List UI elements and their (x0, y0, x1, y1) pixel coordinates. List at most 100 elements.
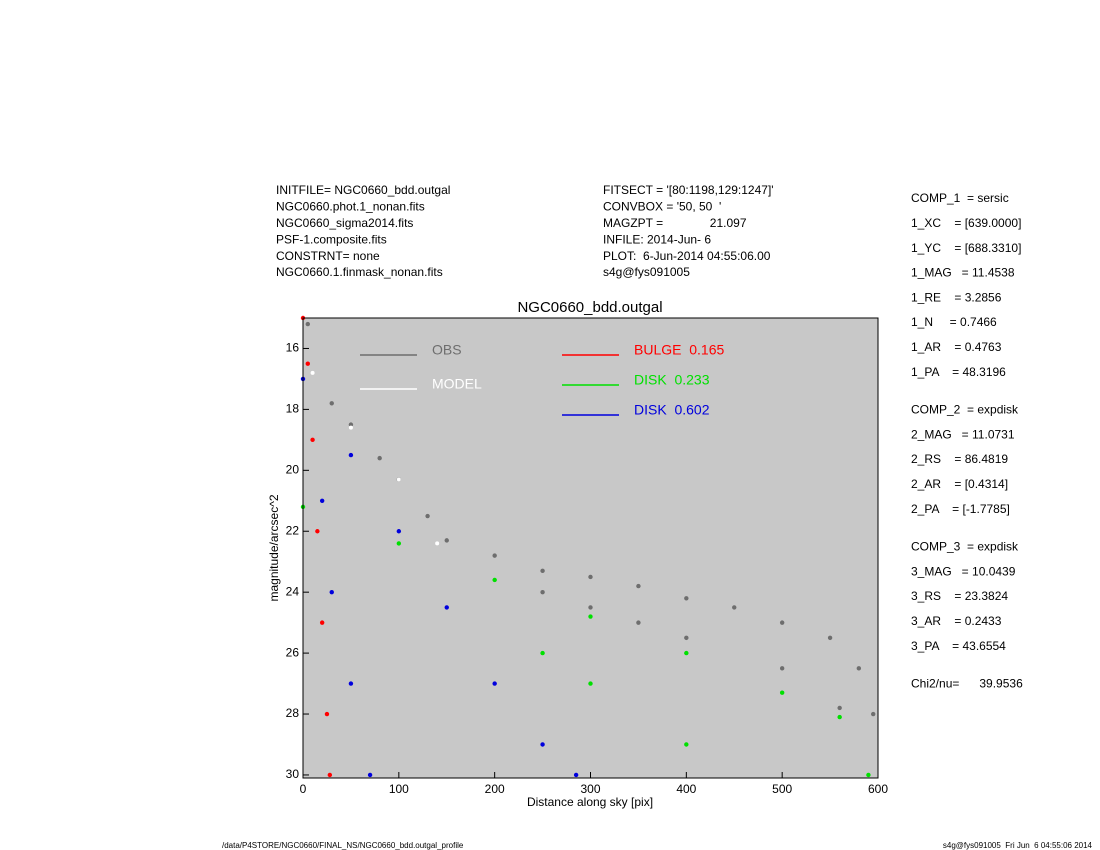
data-point (315, 529, 320, 534)
fit-parameter: 1_PA = 48.3196 (911, 365, 1006, 379)
legend-label: DISK 0.233 (634, 372, 710, 388)
fit-parameter: 3_AR = 0.2433 (911, 614, 1002, 628)
data-point (327, 772, 333, 778)
data-point (492, 553, 497, 558)
data-point (348, 425, 353, 430)
header-line: s4g@fys091005 (603, 265, 690, 279)
y-tick-label: 22 (286, 523, 300, 537)
fit-parameter: 1_MAG = 11.4538 (911, 266, 1015, 280)
data-point (444, 538, 449, 543)
header-line: NGC0660_sigma2014.fits (276, 216, 413, 230)
data-point (444, 605, 449, 610)
data-point (540, 589, 545, 595)
data-point (588, 614, 593, 619)
fit-parameter: 1_RE = 3.2856 (911, 290, 1002, 304)
header-line: CONVBOX = '50, 50 ' (603, 200, 721, 214)
x-tick-label: 400 (676, 782, 696, 796)
data-point (540, 568, 545, 574)
data-point (305, 321, 310, 327)
y-tick-label: 30 (286, 767, 300, 781)
x-tick-label: 0 (300, 782, 307, 796)
x-tick-label: 500 (772, 782, 792, 796)
data-point (348, 452, 354, 458)
data-point (425, 513, 430, 519)
fit-parameter: 1_YC = [688.3310] (911, 241, 1021, 255)
fit-parameter: 1_AR = 0.4763 (911, 340, 1002, 354)
data-point (779, 620, 785, 625)
fit-parameter: COMP_1 = sersic (911, 191, 1009, 205)
footer-path: /data/P4STORE/NGC0660/FINAL_NS/NGC0660_b… (222, 841, 464, 850)
data-point (348, 681, 354, 686)
data-point (837, 705, 842, 711)
header-line: PLOT: 6-Jun-2014 04:55:06.00 (603, 249, 771, 263)
data-point (636, 620, 641, 625)
fit-parameter: 3_MAG = 10.0439 (911, 564, 1016, 578)
data-point (871, 711, 876, 717)
data-point (540, 650, 545, 656)
data-point (588, 605, 593, 610)
fit-parameter: 2_RS = 86.4819 (911, 452, 1008, 466)
data-point (684, 596, 689, 601)
header-line: MAGZPT = 21.097 (603, 216, 747, 230)
data-point (684, 742, 689, 747)
data-point (329, 401, 334, 406)
data-point (324, 711, 330, 717)
x-axis-label: Distance along sky [pix] (527, 795, 653, 809)
data-point (779, 666, 785, 671)
fit-parameter: 1_N = 0.7466 (911, 315, 997, 329)
data-point (305, 361, 310, 366)
footer-stamp: s4g@fys091005 Fri Jun 6 04:55:06 2014 (943, 841, 1093, 850)
data-point (319, 498, 325, 503)
plot-background (303, 318, 878, 778)
data-point (319, 620, 325, 625)
data-point (492, 577, 497, 583)
legend-label: DISK 0.602 (634, 402, 710, 418)
data-point (310, 437, 315, 443)
data-point (396, 477, 401, 482)
header-line: NGC0660.phot.1_nonan.fits (276, 200, 425, 214)
legend-label: OBS (432, 342, 462, 358)
x-tick-label: 100 (389, 782, 409, 796)
data-point (827, 635, 833, 641)
data-point (396, 541, 402, 546)
data-point (367, 772, 373, 778)
data-point (310, 370, 315, 375)
data-point (377, 455, 382, 461)
data-point (684, 650, 689, 656)
header-line: NGC0660.1.finmask_nonan.fits (276, 265, 443, 279)
chart-title: NGC0660_bdd.outgal (517, 299, 662, 316)
header-line: INFILE: 2014-Jun- 6 (603, 232, 711, 246)
data-point (837, 714, 842, 720)
fit-parameter: Chi2/nu= 39.9536 (911, 677, 1023, 691)
y-tick-label: 24 (286, 584, 300, 598)
y-tick-label: 20 (286, 462, 300, 476)
data-point (732, 605, 737, 610)
y-tick-label: 16 (286, 341, 300, 355)
header-line: PSF-1.composite.fits (276, 232, 387, 246)
fit-parameter: 3_PA = 43.6554 (911, 639, 1006, 653)
data-point (779, 690, 785, 695)
fit-parameter: 2_MAG = 11.0731 (911, 427, 1015, 441)
data-point (866, 772, 871, 778)
header-line: CONSTRNT= none (276, 249, 380, 263)
data-point (540, 742, 545, 747)
data-point (492, 681, 497, 686)
x-tick-label: 200 (485, 782, 505, 796)
header-line: FITSECT = '[80:1198,129:1247]' (603, 183, 774, 197)
data-point (588, 681, 593, 686)
data-point (396, 529, 402, 534)
fit-parameter: 2_AR = [0.4314] (911, 477, 1008, 491)
fit-parameter: COMP_3 = expdisk (911, 540, 1019, 554)
x-tick-label: 300 (580, 782, 600, 796)
data-point (588, 574, 593, 580)
fit-parameter: COMP_2 = expdisk (911, 403, 1019, 417)
legend-label: MODEL (432, 376, 482, 392)
y-tick-label: 26 (286, 645, 300, 659)
y-axis-label: magnitude/arcsec^2 (267, 494, 281, 601)
header-line: INITFILE= NGC0660_bdd.outgal (276, 183, 450, 197)
legend-label: BULGE 0.165 (634, 342, 724, 358)
fit-parameter: 2_PA = [-1.7785] (911, 502, 1010, 516)
fit-parameter: 3_RS = 23.3824 (911, 589, 1008, 603)
